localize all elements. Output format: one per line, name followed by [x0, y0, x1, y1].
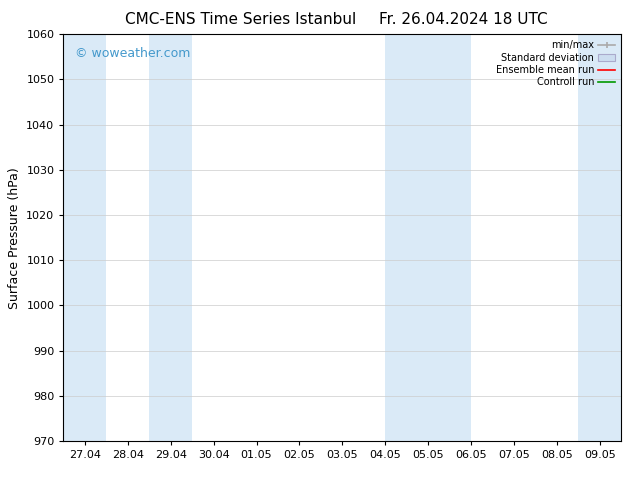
Text: © woweather.com: © woweather.com [75, 47, 190, 59]
Bar [385, 34, 471, 441]
Y-axis label: Surface Pressure (hPa): Surface Pressure (hPa) [8, 167, 21, 309]
Bar [149, 34, 192, 441]
Bar [63, 34, 107, 441]
Text: Fr. 26.04.2024 18 UTC: Fr. 26.04.2024 18 UTC [378, 12, 547, 27]
Legend: min/max, Standard deviation, Ensemble mean run, Controll run: min/max, Standard deviation, Ensemble me… [492, 36, 619, 91]
Text: CMC-ENS Time Series Istanbul: CMC-ENS Time Series Istanbul [126, 12, 356, 27]
Bar [578, 34, 621, 441]
